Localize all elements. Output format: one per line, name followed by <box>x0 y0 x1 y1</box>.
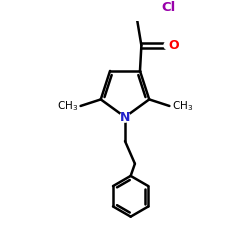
Circle shape <box>157 2 168 13</box>
Text: Cl: Cl <box>162 1 176 14</box>
Circle shape <box>164 41 172 50</box>
Text: CH$_3$: CH$_3$ <box>172 99 193 113</box>
Text: CH$_3$: CH$_3$ <box>57 99 78 113</box>
Circle shape <box>120 112 130 122</box>
Text: O: O <box>169 39 179 52</box>
Text: N: N <box>120 110 130 124</box>
